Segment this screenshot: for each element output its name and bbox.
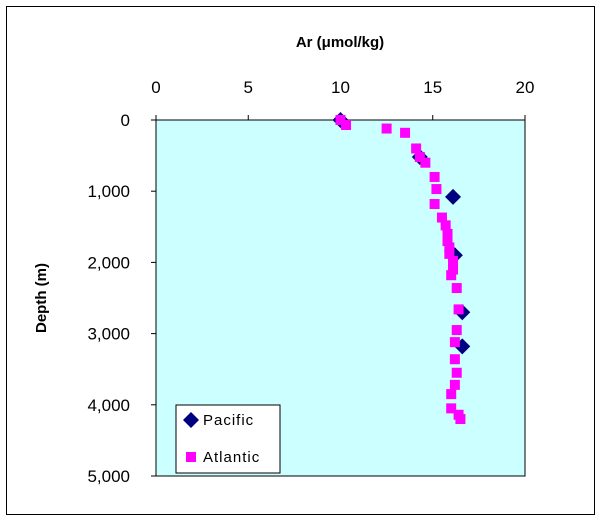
y-tick-label: 2,000 xyxy=(87,253,130,272)
x-tick-label: 10 xyxy=(331,78,350,97)
data-point-atlantic xyxy=(429,199,440,210)
data-point-atlantic xyxy=(446,389,457,400)
data-point-atlantic xyxy=(442,236,453,247)
legend: Pacific Atlantic xyxy=(175,404,281,474)
y-axis: 0 1,000 2,000 3,000 4,000 5,000 xyxy=(87,111,156,486)
data-point-atlantic xyxy=(453,304,464,315)
data-point-atlantic xyxy=(420,157,431,168)
x-axis-title: Ar (μmol/kg) xyxy=(296,34,384,51)
x-tick-label: 15 xyxy=(423,78,442,97)
data-point-atlantic xyxy=(440,220,451,231)
legend-marker-atlantic xyxy=(186,452,196,462)
y-axis-title: Depth (m) xyxy=(33,263,50,333)
data-point-atlantic xyxy=(446,403,457,414)
y-tick-label: 4,000 xyxy=(87,396,130,415)
y-tick-label: 1,000 xyxy=(87,182,130,201)
data-point-atlantic xyxy=(444,242,455,253)
data-point-atlantic xyxy=(381,123,392,134)
y-tick-label: 3,000 xyxy=(87,325,130,344)
y-tick-label: 0 xyxy=(121,111,130,130)
legend-marker-pacific xyxy=(183,412,199,428)
legend-label-pacific: Pacific xyxy=(203,412,254,429)
data-point-atlantic xyxy=(446,270,457,281)
data-point-atlantic xyxy=(451,283,462,294)
x-tick-label: 20 xyxy=(516,78,535,97)
data-point-atlantic xyxy=(442,228,453,239)
data-point-atlantic xyxy=(414,152,425,163)
legend-symbol-atlantic xyxy=(186,452,196,462)
y-tick-label: 5,000 xyxy=(87,467,130,486)
data-point-atlantic xyxy=(431,184,442,195)
x-axis: 0 5 10 15 20 xyxy=(151,78,534,120)
data-markers xyxy=(332,112,471,425)
data-point-atlantic xyxy=(449,354,460,365)
data-point-atlantic xyxy=(449,337,460,348)
data-point-atlantic xyxy=(448,255,459,266)
data-point-pacific xyxy=(445,188,462,205)
data-point-atlantic xyxy=(455,414,466,425)
x-tick-label: 0 xyxy=(151,78,160,97)
data-point-atlantic xyxy=(444,248,455,259)
data-point-atlantic xyxy=(436,212,447,223)
data-point-atlantic xyxy=(335,115,346,125)
data-point-atlantic xyxy=(449,379,460,390)
data-point-atlantic xyxy=(448,264,459,275)
data-point-atlantic xyxy=(341,119,352,130)
data-point-atlantic xyxy=(429,171,440,182)
data-point-atlantic xyxy=(400,127,411,138)
data-point-atlantic xyxy=(451,325,462,336)
x-tick-label: 5 xyxy=(244,78,253,97)
data-point-atlantic xyxy=(451,367,462,378)
legend-symbol-pacific xyxy=(183,412,199,428)
data-point-atlantic xyxy=(411,143,422,154)
legend-label-atlantic: Atlantic xyxy=(203,449,260,466)
